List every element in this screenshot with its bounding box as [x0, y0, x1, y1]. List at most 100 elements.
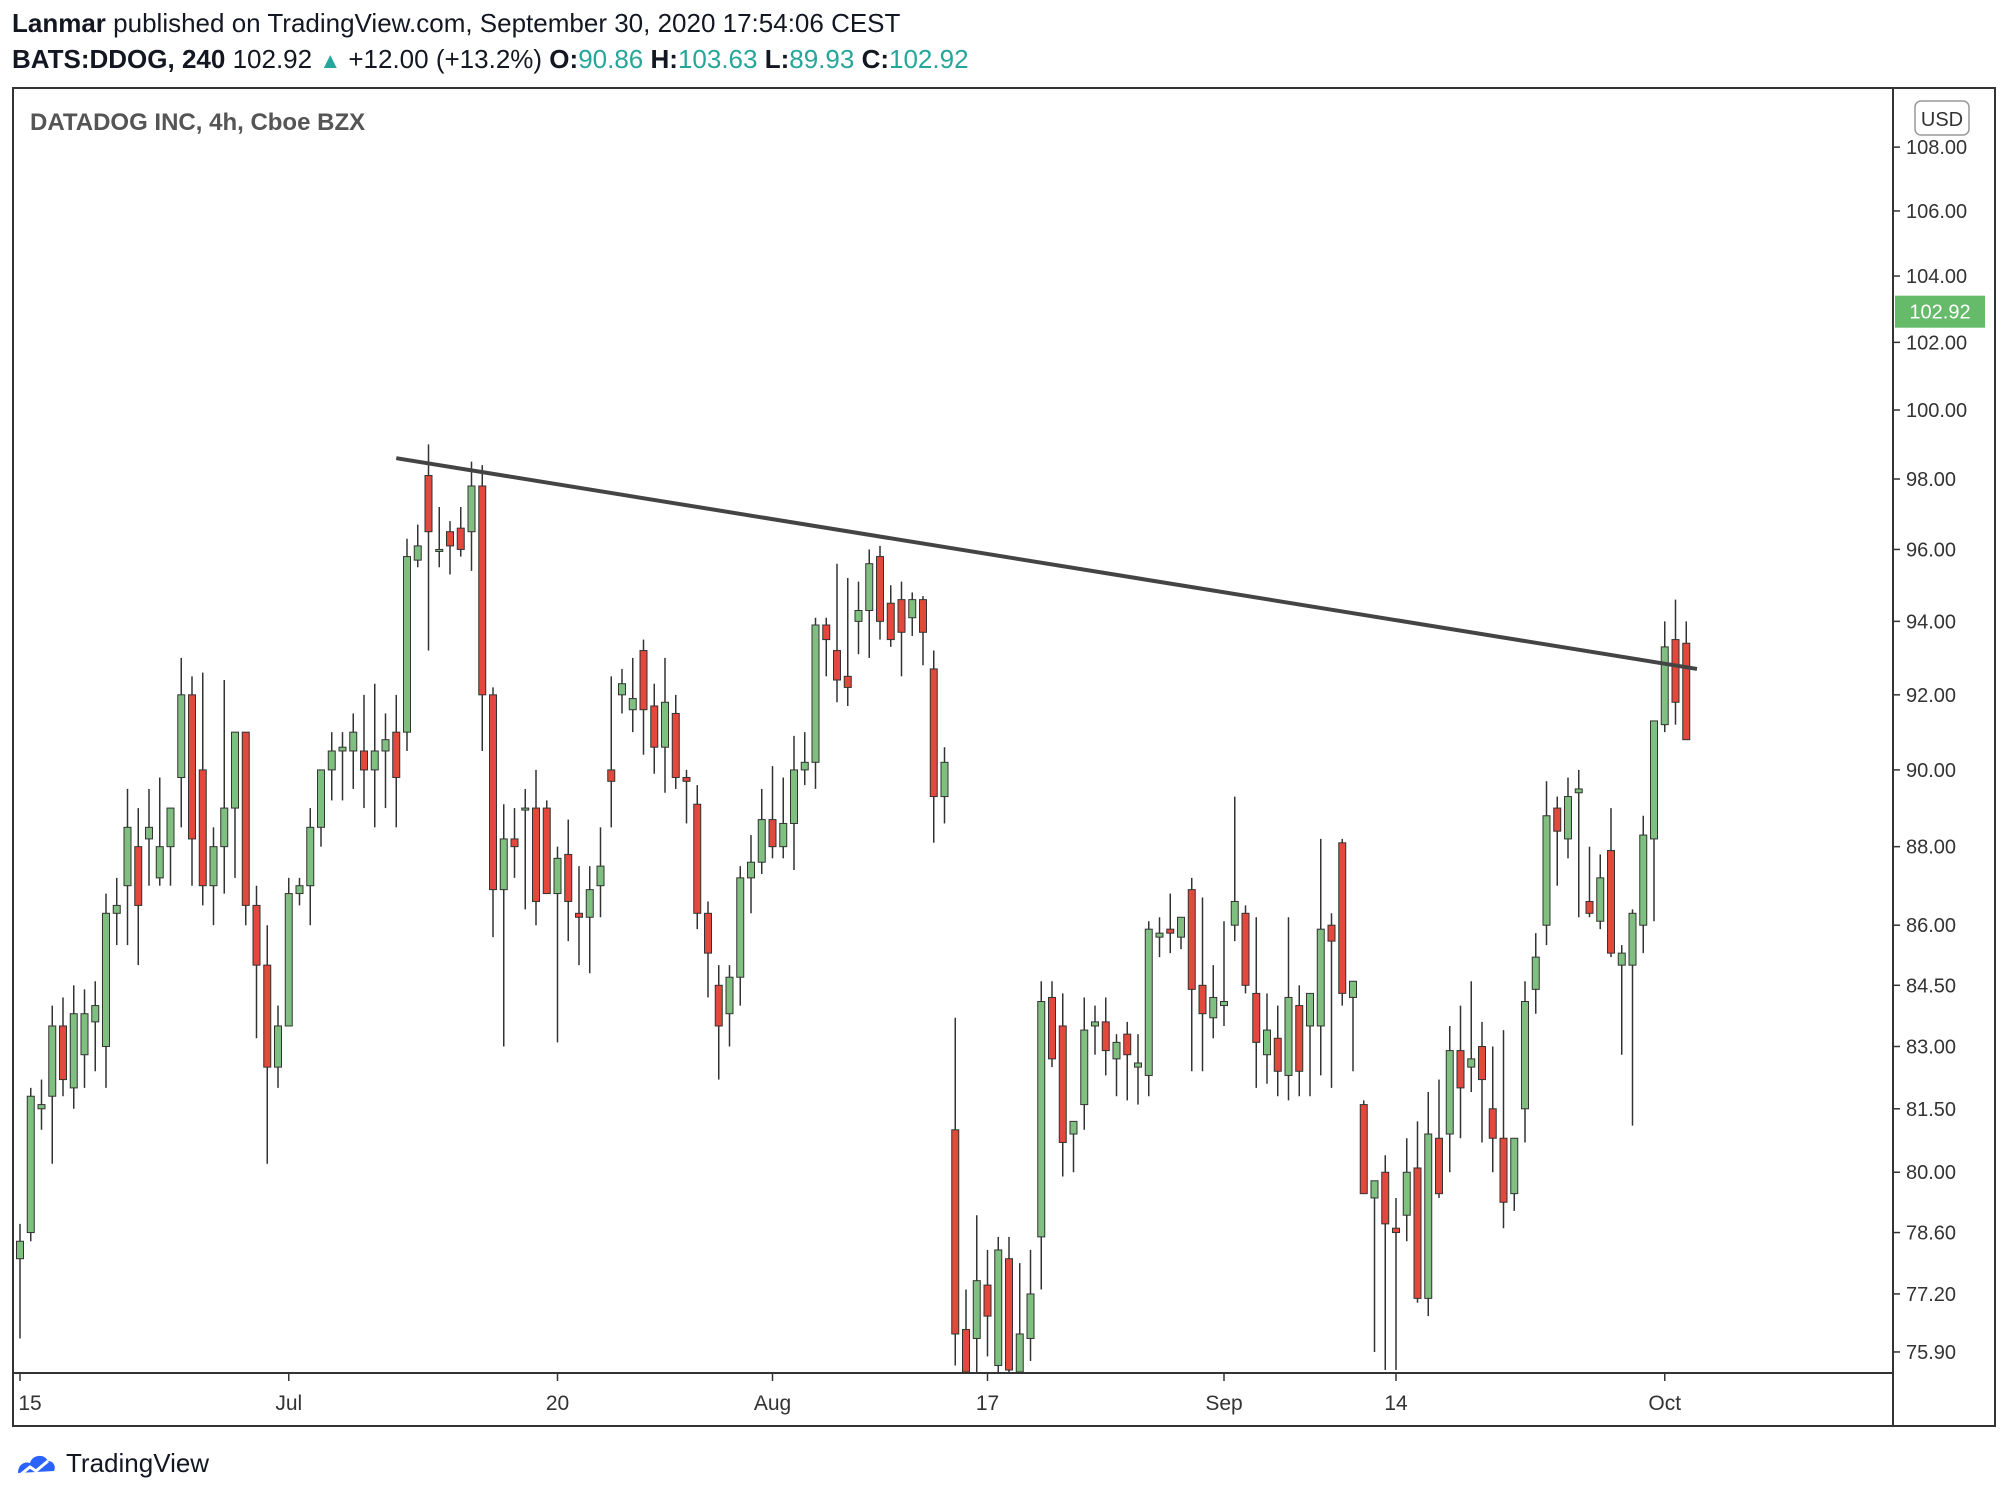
candle [1252, 917, 1261, 1088]
candle-body-down [1413, 1167, 1422, 1299]
tradingview-footer[interactable]: TradingView [14, 1448, 209, 1479]
candle [1306, 992, 1314, 1097]
price-tick-label: 86.00 [1906, 915, 1956, 937]
candle-body-up [1284, 996, 1293, 1076]
candle [145, 788, 153, 886]
candle-body-down [241, 731, 250, 906]
candle-body-down [446, 531, 454, 547]
candle [725, 965, 734, 1047]
candle-body-up [209, 846, 218, 887]
candle-body-up [102, 912, 110, 1047]
candle [618, 668, 626, 714]
candle [951, 1017, 960, 1366]
low-value: 89.93 [789, 44, 855, 74]
candle-body-down [682, 777, 691, 782]
candle-body-up [779, 822, 788, 848]
price-tick-label: 83.00 [1906, 1036, 1956, 1058]
trendline[interactable] [395, 456, 1698, 671]
candle-body-up [811, 624, 820, 763]
last-price-badge-label: 102.92 [1909, 302, 1970, 324]
candle [1338, 838, 1347, 1006]
candle-body-down [542, 807, 551, 895]
price-tick-label: 104.00 [1906, 266, 1967, 288]
author-name[interactable]: Lanmar [12, 8, 106, 38]
candle-body-up [1112, 1041, 1121, 1060]
price-axis[interactable]: 108.00 106.00 104.00 102.00 100.00 98.00 96.00… [1893, 137, 1967, 1364]
candle [1413, 1121, 1422, 1303]
candle-body-up [1574, 788, 1583, 794]
candle [349, 713, 358, 789]
candle [1134, 1034, 1142, 1105]
candle [295, 877, 304, 906]
currency-button[interactable]: USD [1914, 100, 1970, 136]
candle-body-up [618, 683, 626, 696]
high-value: 103.63 [677, 44, 758, 74]
candle [91, 981, 100, 1072]
candle [704, 901, 712, 998]
candle-body-up [338, 746, 347, 752]
candle-body-down [650, 705, 659, 748]
candle [403, 538, 411, 751]
candle [1037, 981, 1046, 1290]
candle-body-down [822, 624, 831, 641]
candle [467, 461, 476, 571]
candle [1499, 1030, 1508, 1229]
candle-body-down [607, 769, 616, 782]
candle [1488, 1046, 1497, 1173]
candle-body-down [1005, 1258, 1013, 1371]
time-axis[interactable]: 15 Jul 20 Aug 17 Sep 14 Oct [18, 1373, 1681, 1415]
candle [811, 617, 820, 789]
close-label: C: [861, 44, 889, 74]
candle [177, 657, 186, 828]
candle [1596, 854, 1605, 930]
candle [1467, 981, 1476, 1093]
candle-body-up [628, 698, 637, 711]
candle [1284, 917, 1293, 1101]
candle [876, 545, 884, 640]
candle-body-up [435, 548, 444, 552]
candle [822, 617, 831, 677]
price-tick-label: 81.50 [1906, 1099, 1956, 1121]
candle [37, 1079, 46, 1130]
candle [1080, 997, 1089, 1130]
low-label: L: [764, 44, 790, 74]
candle-body-down [833, 650, 841, 681]
candle-body-down [1607, 850, 1615, 954]
candle [886, 585, 895, 647]
candle-body-up [736, 877, 745, 978]
candle-body-up [1521, 1001, 1529, 1110]
symbol-label[interactable]: BATS:DDOG, 240 [12, 44, 226, 74]
candle [134, 808, 143, 966]
candle-body-up [1263, 1029, 1271, 1056]
candle-body-up [1639, 834, 1648, 926]
candle [284, 877, 293, 1027]
price-chart[interactable]: DATADOG INC, 4h, Cboe BZX 108.00106.0010… [0, 0, 2006, 1440]
price-tick-label: 100.00 [1906, 400, 1967, 422]
candle-body-down [392, 731, 401, 779]
candle [929, 650, 938, 843]
candle-body-up [1564, 796, 1572, 840]
candle-body-up [1349, 980, 1357, 998]
candle [542, 800, 551, 895]
candle-body-down [456, 527, 465, 550]
candle [489, 687, 497, 938]
candle-body-up [48, 1025, 57, 1097]
ohlc-legend: BATS:DDOG, 240 102.92 ▲ +12.00 (+13.2%) … [12, 44, 969, 75]
candle-body-down [1456, 1050, 1465, 1089]
candle [241, 731, 250, 926]
candle [575, 866, 583, 966]
candle [209, 827, 218, 926]
candle [800, 732, 809, 786]
candle [1628, 909, 1637, 1126]
candle [833, 563, 841, 703]
candle-body-up [1037, 1001, 1046, 1238]
currency-label: USD [1921, 109, 1963, 131]
candle-body-up [1015, 1333, 1024, 1373]
up-arrow-icon: ▲ [319, 48, 342, 73]
time-tick-label: 20 [546, 1392, 569, 1415]
candle-body-down [489, 694, 497, 891]
candle [252, 885, 261, 1039]
candle-body-down [962, 1329, 970, 1373]
candle-body-up [800, 761, 809, 771]
